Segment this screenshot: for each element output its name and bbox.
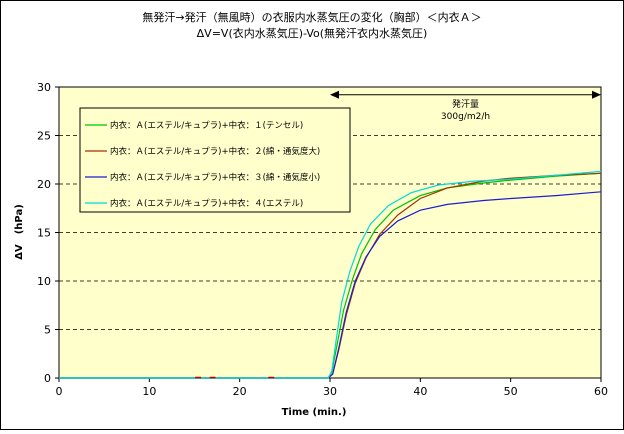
annotation-arrow-right — [592, 90, 601, 99]
y-tick-label: 15 — [37, 227, 51, 240]
chart-title-line1: 無発汗→発汗（無風時）の衣服内水蒸気圧の変化（胸部）＜内衣Ａ＞ — [142, 10, 481, 24]
y-tick-label: 25 — [37, 130, 51, 143]
x-tick-label: 40 — [413, 385, 427, 398]
legend-label-2: 内衣：Ａ(エステル/キュプラ)+中衣：２(綿・通気度大) — [110, 146, 320, 157]
legend-label-3: 内衣：Ａ(エステル/キュプラ)+中衣：３(綿・通気度小) — [110, 172, 320, 183]
chart-title-line2: ΔV=V(衣内水蒸気圧)-Vo(無発汗衣内水蒸気圧) — [197, 26, 428, 40]
grid-lines — [59, 135, 601, 330]
legend-box — [79, 107, 351, 213]
annotation-label-1: 発汗量 — [452, 98, 479, 110]
annotation: 発汗量 300g/m2/h — [330, 90, 601, 122]
x-tick-label: 10 — [142, 385, 156, 398]
series-line-3 — [59, 191, 602, 379]
annotation-arrow-left — [330, 90, 339, 99]
y-tick-label: 0 — [44, 372, 51, 385]
axis-ticks: 0 5 10 15 20 25 30 0 10 20 30 40 50 60 — [37, 81, 608, 398]
series-line-4 — [59, 170, 602, 379]
legend-label-4: 内衣：Ａ(エステル/キュプラ)+中衣：４(エステル) — [110, 198, 303, 209]
y-axis-label: ΔV (hPa) — [14, 204, 25, 260]
y-tick-label: 5 — [44, 324, 51, 337]
x-tick-label: 30 — [323, 385, 337, 398]
x-tick-label: 50 — [504, 385, 518, 398]
y-tick-label: 10 — [37, 275, 51, 288]
x-tick-label: 60 — [594, 385, 608, 398]
x-axis-label: Time (min.) — [282, 407, 347, 418]
x-tick-label: 0 — [56, 385, 63, 398]
annotation-label-2: 300g/m2/h — [441, 112, 490, 122]
x-tick-label: 20 — [233, 385, 247, 398]
y-tick-label: 20 — [37, 178, 51, 191]
legend-label-1: 内衣：Ａ(エステル/キュプラ)+中衣：１(テンセル) — [110, 120, 303, 131]
series-lines — [59, 170, 602, 379]
y-tick-label: 30 — [37, 81, 51, 94]
series-line-1 — [59, 172, 602, 379]
legend: 内衣：Ａ(エステル/キュプラ)+中衣：１(テンセル) 内衣：Ａ(エステル/キュプラ… — [79, 107, 351, 213]
